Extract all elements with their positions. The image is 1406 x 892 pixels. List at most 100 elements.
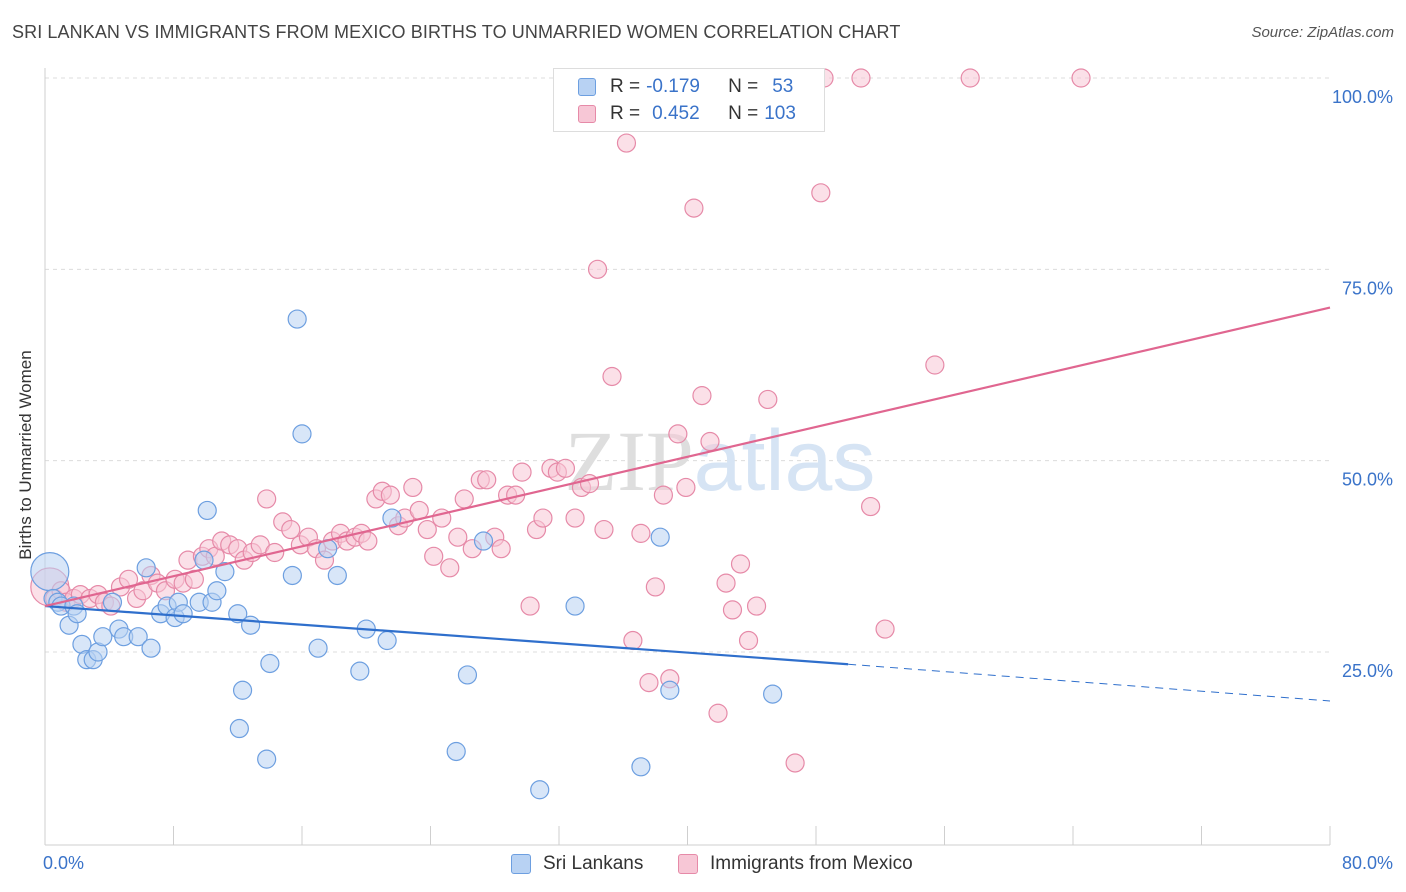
mexico-point (785, 753, 805, 773)
mexico-point (960, 68, 980, 88)
srilankan-point (457, 665, 478, 685)
srilankan-point (650, 527, 670, 547)
mexico-point (708, 703, 728, 723)
srilankan-point (194, 550, 214, 570)
mexico-point (676, 477, 696, 498)
mexico-point (668, 424, 688, 444)
mexico-point (417, 519, 437, 540)
mexico-point (861, 496, 881, 517)
srilankan-point (382, 508, 402, 528)
legend-swatch-blue (578, 78, 596, 96)
mexico-point (925, 355, 945, 375)
legend-n-label: N = (728, 103, 759, 124)
mexico-point (631, 523, 651, 543)
mexico-point (440, 558, 460, 578)
mexico-point (448, 527, 468, 547)
legend-r-label: R = (610, 103, 641, 124)
mexico-point (565, 508, 585, 528)
trend-lines (44, 306, 1331, 702)
srilankan-point (128, 627, 148, 647)
legend-r-value: -0.179 (646, 76, 700, 97)
x-tick-label: 80.0% (1342, 853, 1393, 873)
mexico-point (875, 619, 895, 639)
mexico-point (692, 386, 712, 406)
mexico-point (851, 68, 871, 88)
watermark: ZIPatlas (565, 413, 876, 509)
srilankan-point (282, 565, 302, 586)
mexico-point (512, 462, 532, 482)
mexico-point (758, 389, 778, 410)
srilankan-point (241, 615, 261, 635)
mexico-point (281, 519, 301, 540)
legend-r-value: 0.452 (652, 103, 700, 124)
mexico-point (594, 519, 614, 540)
legend-n-value: 103 (764, 103, 796, 124)
mexico-point (257, 489, 277, 509)
srilankan-point (232, 680, 253, 700)
y-tick-label: 75.0% (1342, 278, 1393, 298)
mexico-point (716, 573, 736, 593)
mexico-point (118, 569, 139, 589)
mexico-point (587, 259, 608, 279)
mexico-point (477, 470, 497, 490)
srilankan-point (327, 565, 347, 586)
series-mexico-points (30, 68, 1091, 773)
y-tick-label: 100.0% (1332, 87, 1393, 107)
srilankan-point (660, 680, 680, 700)
mexico-point (403, 477, 423, 498)
mexico-point (380, 485, 400, 505)
legend-swatch-pink (578, 105, 596, 123)
srilankan-trend-extension (848, 663, 1331, 702)
mexico-point (645, 577, 665, 597)
srilankan-point (228, 604, 248, 624)
mexico-point (684, 198, 704, 218)
mexico-point (722, 600, 743, 620)
srilankan-point (260, 653, 280, 674)
srilankan-point (530, 780, 550, 800)
mexico-point (653, 485, 674, 505)
bottom-legend-swatch-blue (511, 854, 531, 874)
mexico-point (700, 431, 720, 452)
srilankan-point (215, 562, 235, 582)
axes (44, 68, 1331, 846)
source-label: Source: ZipAtlas.com (1251, 24, 1394, 41)
bottom-legend-swatch-pink (678, 854, 698, 874)
y-tick-labels: 25.0% 50.0% 75.0% 100.0% (1332, 87, 1393, 681)
mexico-point (491, 539, 511, 559)
x-tick-labels: 0.0% 80.0% (43, 853, 1393, 873)
srilankan-point (102, 592, 123, 612)
srilankan-point (30, 552, 70, 592)
mexico-point (555, 458, 576, 478)
correlation-legend: R = -0.179 N = 53 R = 0.452 N = 103 (553, 68, 825, 132)
srilankan-point (173, 604, 193, 624)
srilankan-point (207, 581, 227, 601)
bottom-legend-label: Immigrants from Mexico (710, 853, 913, 874)
srilankan-point (565, 596, 585, 616)
srilankan-point (631, 757, 651, 777)
mexico-point (454, 489, 474, 509)
srilankan-point (292, 424, 312, 444)
srilankan-point (197, 500, 217, 521)
y-tick-label: 25.0% (1342, 661, 1393, 681)
series-srilankan-points (30, 309, 783, 800)
mexico-point (616, 133, 637, 153)
srilankan-point (308, 638, 328, 658)
bottom-legend-srilankans: Sri Lankans (511, 852, 643, 876)
legend-n-value: 53 (772, 76, 794, 97)
mexico-point (639, 673, 659, 693)
mexico-point (746, 596, 767, 616)
legend-row-srilankans: R = -0.179 N = 53 (578, 74, 793, 100)
srilankan-point (350, 661, 370, 681)
srilankan-point (473, 531, 494, 551)
srilankan-point (763, 684, 783, 704)
srilankan-point (257, 749, 277, 769)
mexico-point (358, 531, 378, 551)
chart-title: SRI LANKAN VS IMMIGRANTS FROM MEXICO BIR… (12, 22, 901, 42)
mexico-point (730, 554, 751, 574)
bottom-legend-label: Sri Lankans (543, 853, 644, 874)
legend-n-label: N = (728, 76, 759, 97)
srilankan-point (141, 638, 161, 658)
mexico-point (602, 366, 622, 387)
bottom-legend-mexico: Immigrants from Mexico (678, 852, 913, 876)
